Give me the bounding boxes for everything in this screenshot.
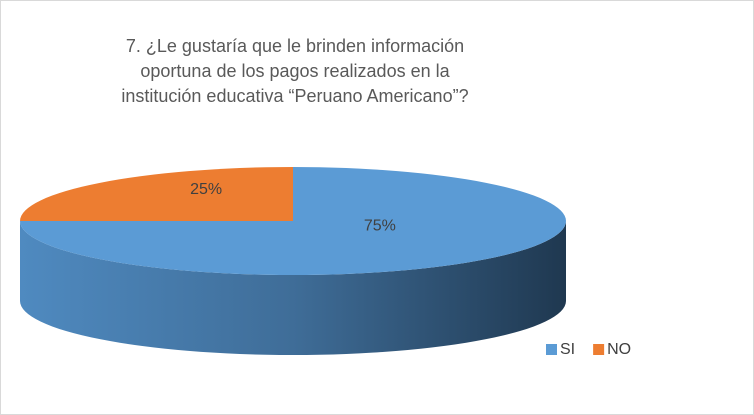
data-label: 75% [364, 217, 396, 234]
chart-title: 7. ¿Le gustaría que le brinden informaci… [121, 36, 469, 106]
legend-swatch [593, 344, 605, 355]
legend-label: SI [560, 341, 575, 358]
slice-side [20, 221, 566, 355]
legend-label: NO [607, 341, 631, 358]
data-label: 25% [190, 181, 222, 198]
slice [20, 167, 293, 221]
legend-swatch [546, 344, 557, 355]
